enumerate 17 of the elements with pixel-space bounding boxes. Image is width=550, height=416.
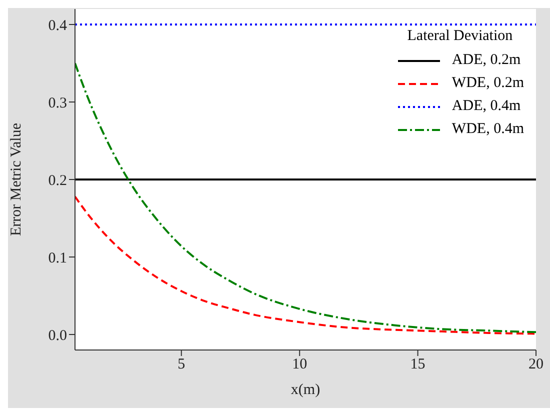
legend-label: WDE, 0.4m xyxy=(452,121,524,138)
legend-title: Lateral Deviation xyxy=(406,28,514,45)
legend-label: ADE, 0.4m xyxy=(452,98,521,115)
y-tick-label: 0.3 xyxy=(48,95,67,112)
x-tick-label: 5 xyxy=(178,356,186,373)
y-tick-label: 0.2 xyxy=(48,172,67,189)
x-axis-title: x(m) xyxy=(290,382,320,398)
legend-label: ADE, 0.2m xyxy=(452,52,521,69)
y-axis-title: Error Metric Value xyxy=(8,122,24,236)
x-tick-label: 20 xyxy=(528,356,544,373)
y-tick-label: 0.1 xyxy=(48,250,67,266)
x-tick-label: 15 xyxy=(410,356,426,373)
legend-label: WDE, 0.2m xyxy=(452,75,524,92)
y-tick-label: 0.4 xyxy=(48,18,68,34)
y-tick-label: 0.0 xyxy=(48,328,67,344)
line-series xyxy=(75,196,536,335)
x-tick-label: 10 xyxy=(292,356,308,373)
